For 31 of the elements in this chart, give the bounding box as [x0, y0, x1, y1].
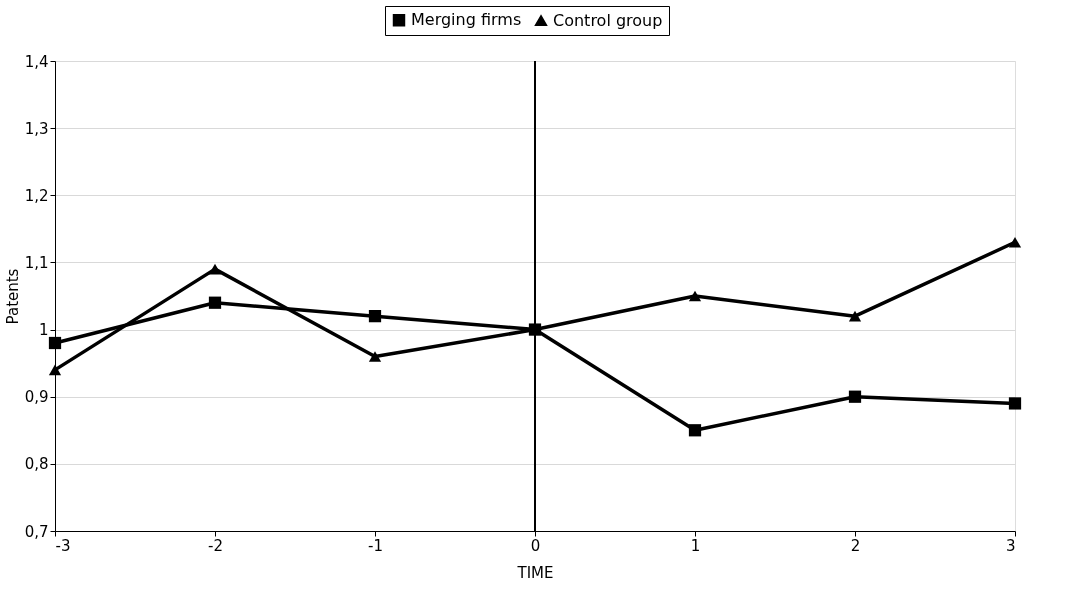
- x-axis-title: TIME: [516, 563, 554, 582]
- x-tick-label: -2: [208, 536, 223, 555]
- y-tick-label: 0,8: [24, 455, 49, 474]
- point: [848, 390, 862, 403]
- legend-label: Merging firms: [411, 10, 522, 30]
- point: [368, 351, 382, 362]
- y-tick-label: 1,1: [24, 253, 49, 272]
- y-tick-label: 1,3: [24, 119, 49, 138]
- y-tick-label: 0,9: [24, 388, 49, 407]
- point: [48, 364, 62, 376]
- point: [368, 310, 382, 323]
- y-tick-label: 1,4: [24, 52, 49, 71]
- x-tick-label: -3: [55, 536, 71, 555]
- point: [848, 310, 862, 322]
- y-tick-label: 0,7: [24, 522, 49, 541]
- x-tick-label: -1: [368, 536, 383, 555]
- y-tick-label: 1,2: [24, 186, 49, 205]
- x-tick-label: 3: [1005, 536, 1016, 555]
- y-tick-label: 1: [38, 321, 49, 340]
- x-tick-label: 2: [850, 536, 861, 555]
- x-tick-label: 1: [690, 536, 701, 555]
- point: [688, 424, 702, 437]
- point: [688, 290, 702, 302]
- point: [208, 263, 222, 275]
- point: [208, 296, 222, 309]
- point: [1008, 397, 1022, 410]
- y-axis-title: Patents: [3, 268, 22, 325]
- legend-label: Control group: [553, 10, 663, 30]
- x-tick-label: 0: [530, 536, 541, 555]
- point: [48, 336, 62, 350]
- point: [1008, 236, 1022, 248]
